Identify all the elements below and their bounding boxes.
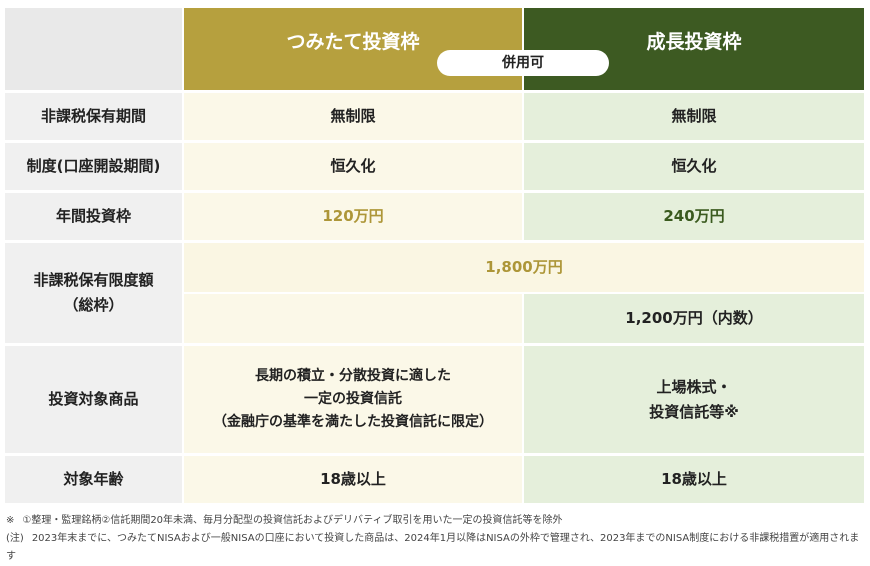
cell: 無制限 [524,93,864,140]
cell-text: 非課税保有期間 [40,107,146,126]
cell-text: 1,800万円 [485,258,563,277]
cell-text: 非課税保有限度額 [33,271,154,290]
cell-text: 無制限 [330,107,376,126]
note-text: 2023年末までに、つみたてNISAおよび一般NISAの口座において投資した商品… [6,533,860,562]
cell-text: 恒久化 [330,157,376,176]
cell-text: 無制限 [671,107,717,126]
cell-text: 18歳以上 [661,470,727,489]
cell-text: （総枠） [63,296,124,314]
badge-text: 併用可 [502,55,544,71]
cell-text: 対象年齢 [63,470,124,489]
cell-text: 制度(口座開設期間) [26,157,161,176]
cell: 年間投資枠 [5,193,182,240]
note: ※ ①整理・監理銘柄②信託期間20年未満、毎月分配型の投資信託およびデリバティブ取… [6,512,864,530]
cell-text: 恒久化 [671,157,717,176]
cell-text: 1,200万円（内数） [625,309,763,328]
cell: 恒久化 [184,143,522,190]
cell: 1,200万円（内数） [524,294,864,343]
cell-text: 投資対象商品 [48,390,139,409]
cell: 上場株式・投資信託等※ [524,346,864,453]
cell: 18歳以上 [524,456,864,503]
note-marker: (注) [6,533,24,544]
cell: 非課税保有期間 [5,93,182,140]
cell-text: 240万円 [663,207,725,226]
cell: 投資対象商品 [5,346,182,453]
cell: 長期の積立・分散投資に適した 一定の投資信託 （金融庁の基準を満たした投資信託に限定… [184,346,522,453]
cell: 制度(口座開設期間) [5,143,182,190]
cell-text: 18歳以上 [320,470,386,489]
cell: 対象年齢 [5,456,182,503]
cell-text: 上場株式・ [656,377,732,396]
badge: 併用可 [437,50,609,76]
cell: 18歳以上 [184,456,522,503]
header-text: 成長投資枠 [646,31,742,54]
cell [184,294,522,343]
cell-text: 120万円 [322,207,384,226]
note: (注) 2023年末までに、つみたてNISAおよび一般NISAの口座において投資し… [6,530,864,566]
cell: 非課税保有限度額 （総枠） [5,243,182,343]
note-text: ①整理・監理銘柄②信託期間20年未満、毎月分配型の投資信託およびデリバティブ取引… [22,515,563,526]
cell-text: （金融庁の基準を満たした投資信託に限定） [213,414,493,431]
cell: 240万円 [524,193,864,240]
cell: 120万円 [184,193,522,240]
header-seicho: 成長投資枠 [524,8,864,90]
cell: 無制限 [184,93,522,140]
cell-text: 長期の積立・分散投資に適した [255,367,451,384]
cell: 1,800万円 [184,243,864,292]
cell-text: 一定の投資信託 [304,390,402,407]
cell-text: 年間投資枠 [55,207,131,226]
cell-text: 投資信託等※ [649,402,739,421]
header-blank [5,8,182,90]
cell: 恒久化 [524,143,864,190]
header-tsumitate: つみたて投資枠 [184,8,522,90]
note-marker: ※ [6,515,15,526]
header-text: つみたて投資枠 [286,31,420,54]
